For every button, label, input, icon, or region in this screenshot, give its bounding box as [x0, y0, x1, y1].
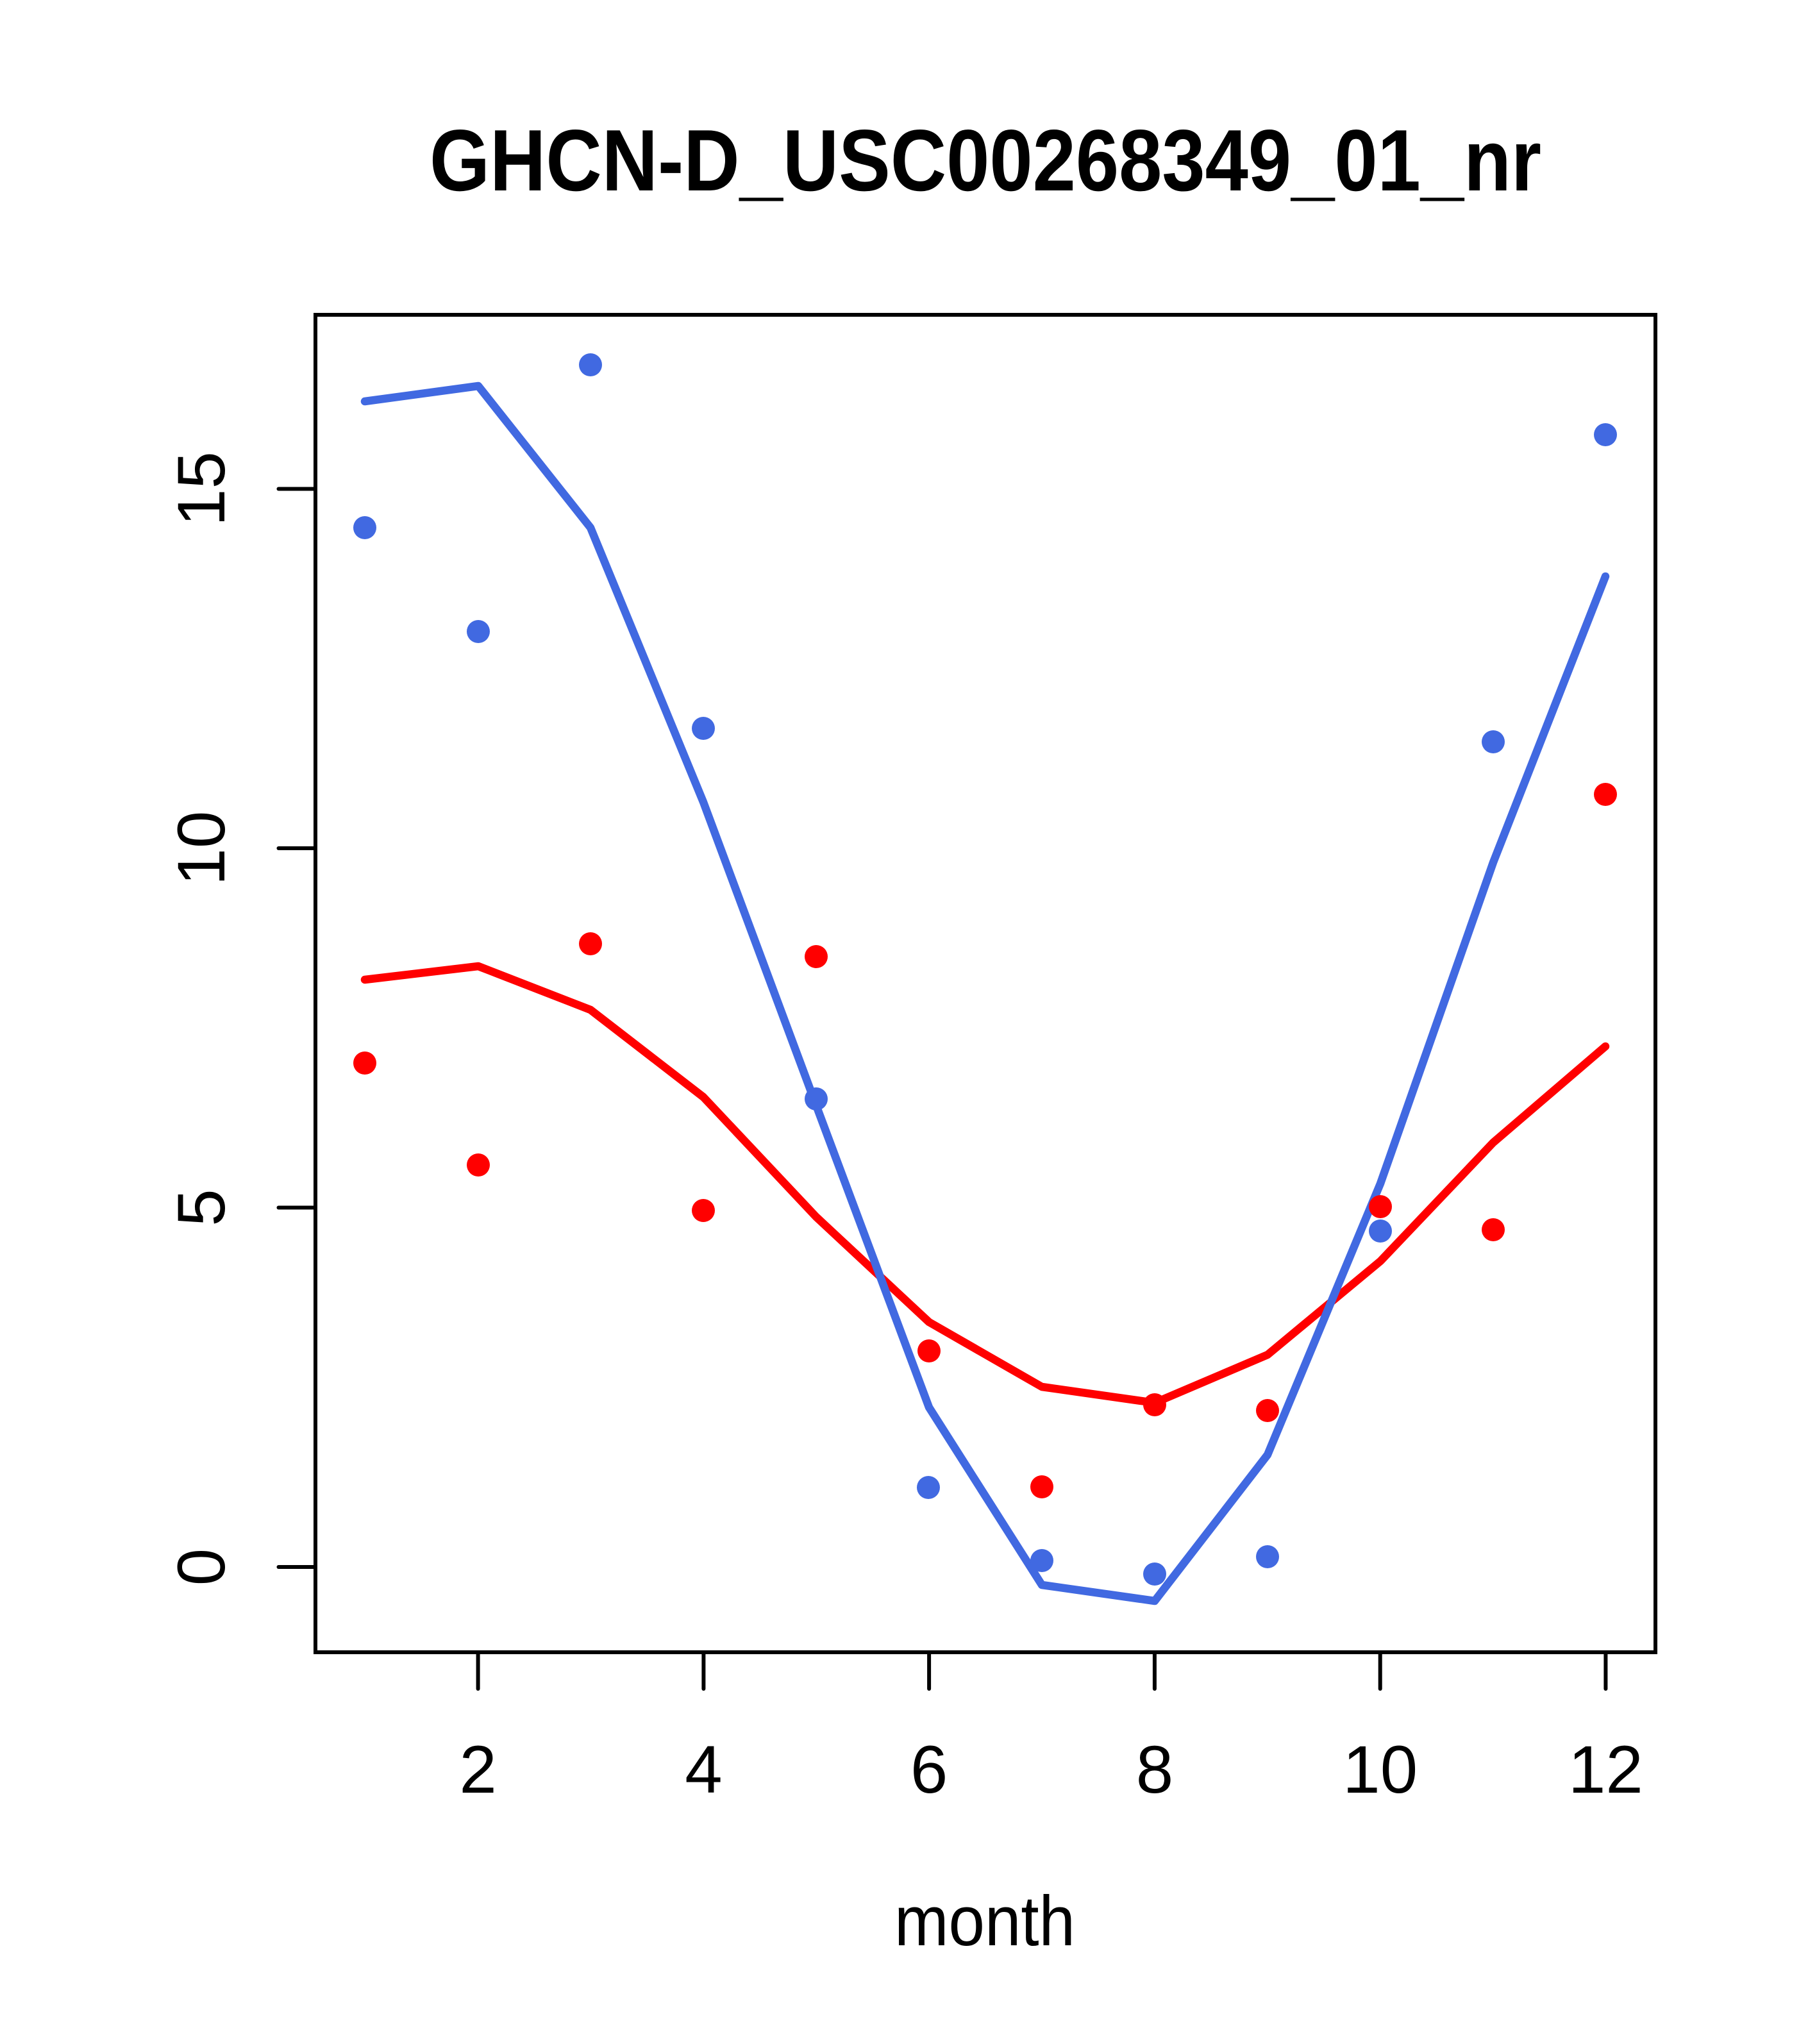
svg-text:4: 4: [685, 1732, 722, 1807]
svg-text:GHCN-D_USC00268349_01_nr: GHCN-D_USC00268349_01_nr: [430, 112, 1541, 209]
svg-text:0: 0: [164, 1548, 239, 1586]
svg-text:5: 5: [164, 1189, 239, 1226]
svg-text:month: month: [894, 1882, 1075, 1961]
svg-text:10: 10: [1343, 1732, 1418, 1807]
svg-text:6: 6: [910, 1732, 948, 1807]
svg-text:8: 8: [1136, 1732, 1173, 1807]
svg-text:10: 10: [164, 811, 239, 886]
svg-text:15: 15: [164, 451, 239, 526]
svg-text:12: 12: [1568, 1732, 1643, 1807]
svg-text:2: 2: [459, 1732, 496, 1807]
